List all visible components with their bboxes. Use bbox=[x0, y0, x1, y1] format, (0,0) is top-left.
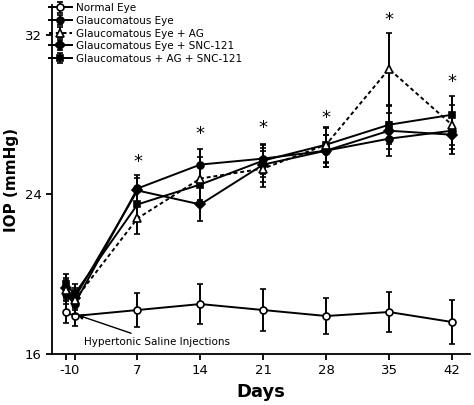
Text: Hypertonic Saline Injections: Hypertonic Saline Injections bbox=[79, 315, 229, 347]
Text: *: * bbox=[322, 109, 330, 127]
Text: *: * bbox=[196, 125, 205, 143]
Text: *: * bbox=[384, 11, 393, 29]
Text: *: * bbox=[133, 153, 142, 171]
Text: *: * bbox=[259, 119, 268, 137]
X-axis label: Days: Days bbox=[237, 383, 285, 401]
Legend: Normal Eye, Glaucomatous Eye, Glaucomatous Eye + AG, Glaucomatous Eye + SNC-121,: Normal Eye, Glaucomatous Eye, Glaucomato… bbox=[49, 3, 242, 64]
Text: *: * bbox=[447, 73, 456, 91]
Y-axis label: IOP (mmHg): IOP (mmHg) bbox=[4, 128, 19, 232]
